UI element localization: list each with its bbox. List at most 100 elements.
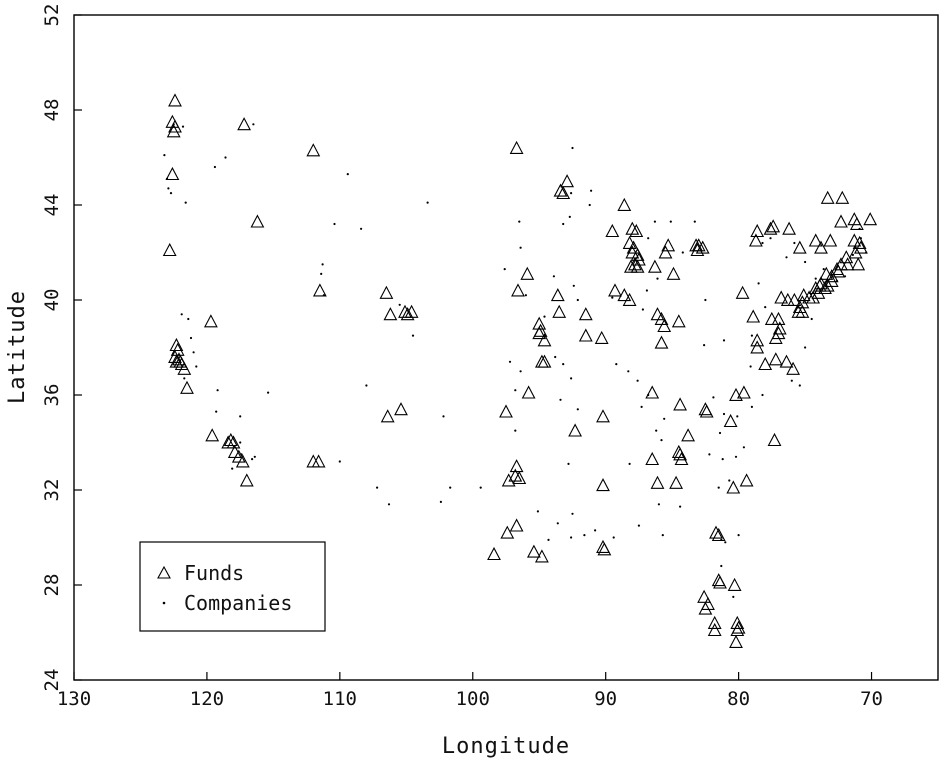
plot-frame xyxy=(73,14,939,681)
company-point xyxy=(628,462,631,465)
fund-point xyxy=(553,183,568,197)
fund-point xyxy=(736,385,751,399)
fund-point xyxy=(808,233,823,247)
company-point xyxy=(252,123,255,126)
company-point xyxy=(590,189,593,192)
fund-point xyxy=(792,240,807,254)
fund-point xyxy=(673,447,688,461)
fund-point xyxy=(487,546,501,561)
fund-point xyxy=(823,233,838,247)
company-point xyxy=(439,500,442,503)
company-point xyxy=(189,336,193,340)
company-point xyxy=(637,524,641,527)
company-point xyxy=(732,595,735,599)
x-tick-label: 120 xyxy=(190,688,224,710)
x-tick-label: 70 xyxy=(860,688,883,710)
fund-point xyxy=(394,402,408,416)
fund-point xyxy=(380,409,395,423)
y-tick-label: 24 xyxy=(41,669,63,692)
company-point xyxy=(536,510,540,513)
fund-point xyxy=(654,335,669,349)
fund-point xyxy=(537,354,552,368)
company-point xyxy=(333,222,336,226)
fund-point xyxy=(690,242,705,257)
company-point xyxy=(514,389,517,392)
company-point xyxy=(192,351,195,354)
fund-point xyxy=(622,235,637,249)
fund-point xyxy=(657,318,672,333)
fund-point xyxy=(707,615,722,629)
company-point xyxy=(479,486,482,489)
fund-point xyxy=(521,385,536,399)
company-point xyxy=(239,415,242,418)
company-point xyxy=(704,298,707,302)
fund-point xyxy=(786,361,801,375)
y-tick-label: 44 xyxy=(41,194,63,217)
fund-point xyxy=(729,387,743,401)
fund-point xyxy=(532,316,547,330)
fund-point xyxy=(205,428,220,442)
company-point xyxy=(387,503,391,506)
fund-point xyxy=(250,214,265,228)
company-point xyxy=(524,294,528,297)
fund-point xyxy=(173,354,188,368)
company-point xyxy=(750,405,754,408)
fund-point xyxy=(626,240,641,254)
company-point xyxy=(398,303,401,306)
company-point xyxy=(442,415,445,418)
company-point xyxy=(703,344,706,347)
fund-point xyxy=(681,428,696,442)
fund-point xyxy=(713,575,727,589)
fund-point xyxy=(383,307,398,321)
fund-point xyxy=(235,454,250,468)
fund-point xyxy=(795,304,810,318)
x-tick-label: 100 xyxy=(456,688,490,710)
company-point xyxy=(554,355,557,359)
fund-point xyxy=(404,304,419,318)
fund-point xyxy=(508,468,523,482)
company-point xyxy=(734,455,738,458)
fund-point xyxy=(596,409,610,423)
company-point xyxy=(562,363,565,366)
fund-point xyxy=(379,285,394,299)
fund-point xyxy=(697,589,712,603)
fund-point xyxy=(552,304,567,318)
fund-point xyxy=(311,454,326,468)
company-point xyxy=(365,384,368,387)
company-point xyxy=(568,215,571,218)
fund-point xyxy=(763,221,778,235)
company-point xyxy=(814,277,817,280)
fund-point xyxy=(739,473,754,487)
company-point xyxy=(426,201,429,204)
fund-point xyxy=(727,577,742,591)
company-point xyxy=(184,201,187,204)
company-point xyxy=(653,220,657,223)
y-tick-label: 48 xyxy=(41,99,63,122)
fund-point xyxy=(666,266,681,280)
company-point xyxy=(503,268,506,271)
company-point xyxy=(543,315,546,318)
company-point xyxy=(655,429,658,432)
x-tick-label: 110 xyxy=(323,688,357,710)
fund-point xyxy=(768,352,783,366)
legend-funds-marker xyxy=(157,565,171,579)
fund-point xyxy=(674,451,689,466)
y-axis: 24 28 32 36 40 44 48 52 xyxy=(41,4,82,692)
fund-point xyxy=(774,290,789,304)
fund-point xyxy=(835,190,850,204)
company-point xyxy=(594,529,597,532)
fund-point xyxy=(400,307,415,321)
company-point xyxy=(253,455,256,458)
company-point xyxy=(679,505,682,508)
y-tick-label: 52 xyxy=(41,4,63,27)
fund-point xyxy=(779,354,794,368)
company-point xyxy=(612,536,615,539)
company-point xyxy=(213,165,216,169)
fund-point xyxy=(699,404,714,418)
companies-series xyxy=(163,123,868,599)
fund-point xyxy=(669,475,684,489)
company-point xyxy=(804,260,807,264)
legend-box xyxy=(139,541,326,632)
fund-point xyxy=(223,432,238,447)
